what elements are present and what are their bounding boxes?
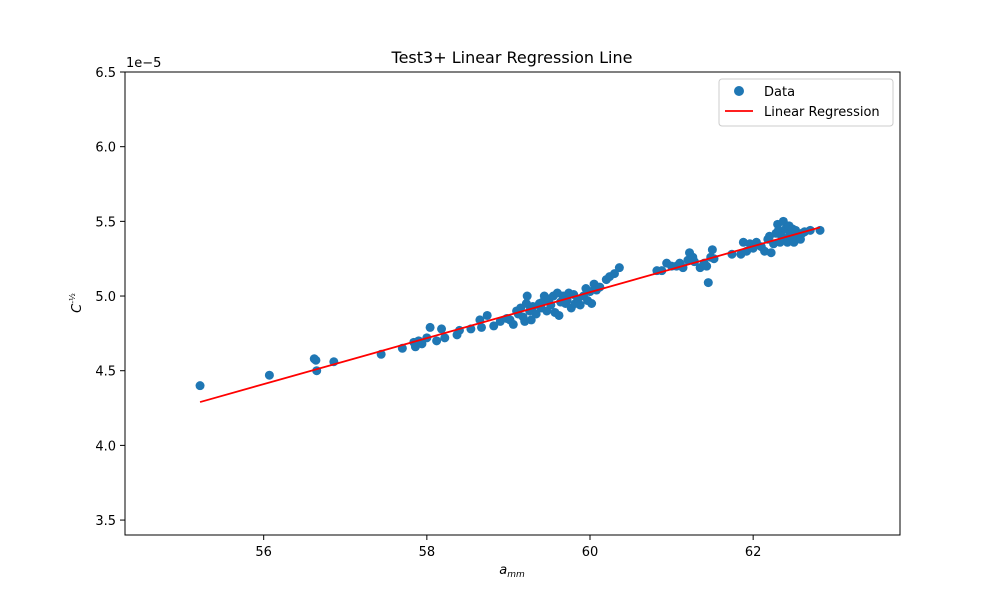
data-point: [437, 324, 447, 334]
data-point: [526, 315, 536, 325]
data-point: [417, 339, 427, 349]
y-tick-label: 4.0: [95, 439, 116, 454]
data-point: [703, 278, 713, 288]
x-tick-label: 62: [745, 545, 762, 560]
y-tick-label: 5.0: [95, 290, 116, 305]
data-point: [264, 370, 274, 380]
legend-marker-data: [734, 86, 744, 96]
data-point: [609, 269, 619, 279]
data-point: [440, 333, 450, 343]
legend: Data Linear Regression: [718, 78, 894, 127]
legend-label-regression: Linear Regression: [764, 105, 880, 120]
data-point: [575, 300, 585, 310]
regression-line: [199, 226, 821, 403]
y-ticks: 3.5 4.0 4.5 5.0 5.5 6.0 6.5: [95, 66, 125, 529]
y-tick-label: 5.5: [95, 215, 116, 230]
y-tick-label: 6.0: [95, 141, 116, 156]
x-tick-label: 56: [255, 545, 272, 560]
data-point: [766, 248, 776, 258]
plot-marks: [195, 216, 825, 403]
data-point: [432, 336, 442, 346]
y-offset-text: 1e−5: [126, 56, 161, 71]
x-axis-label-base: a: [499, 563, 507, 578]
data-point: [587, 299, 597, 308]
legend-label-data: Data: [764, 85, 795, 100]
y-axis-label-base: C: [70, 303, 85, 313]
x-axis-label: amm: [499, 563, 525, 580]
x-tick-label: 60: [582, 545, 599, 560]
data-point: [195, 381, 205, 391]
data-point: [425, 322, 435, 332]
y-axis-label-superscript: -½: [68, 293, 77, 304]
data-point: [489, 321, 499, 331]
data-point: [508, 319, 518, 329]
data-point: [311, 355, 321, 365]
chart-title: Test3+ Linear Regression Line: [391, 48, 633, 67]
plot-area-frame: [124, 71, 901, 536]
data-point: [702, 261, 712, 271]
y-tick-label: 4.5: [95, 365, 116, 380]
y-tick-label: 3.5: [95, 514, 116, 529]
data-point: [554, 310, 564, 320]
y-axis-label: C-½: [68, 293, 85, 313]
data-point: [815, 225, 825, 235]
legend-box: [718, 78, 894, 127]
data-point: [707, 245, 717, 255]
x-ticks: 56 58 60 62: [255, 535, 761, 560]
data-point: [482, 310, 492, 320]
data-point: [614, 263, 624, 273]
x-tick-label: 58: [419, 545, 436, 560]
data-point: [522, 291, 532, 301]
data-point: [477, 322, 486, 332]
data-point: [531, 309, 541, 319]
x-axis-label-subscript: mm: [507, 570, 525, 580]
y-tick-label: 6.5: [95, 66, 116, 81]
